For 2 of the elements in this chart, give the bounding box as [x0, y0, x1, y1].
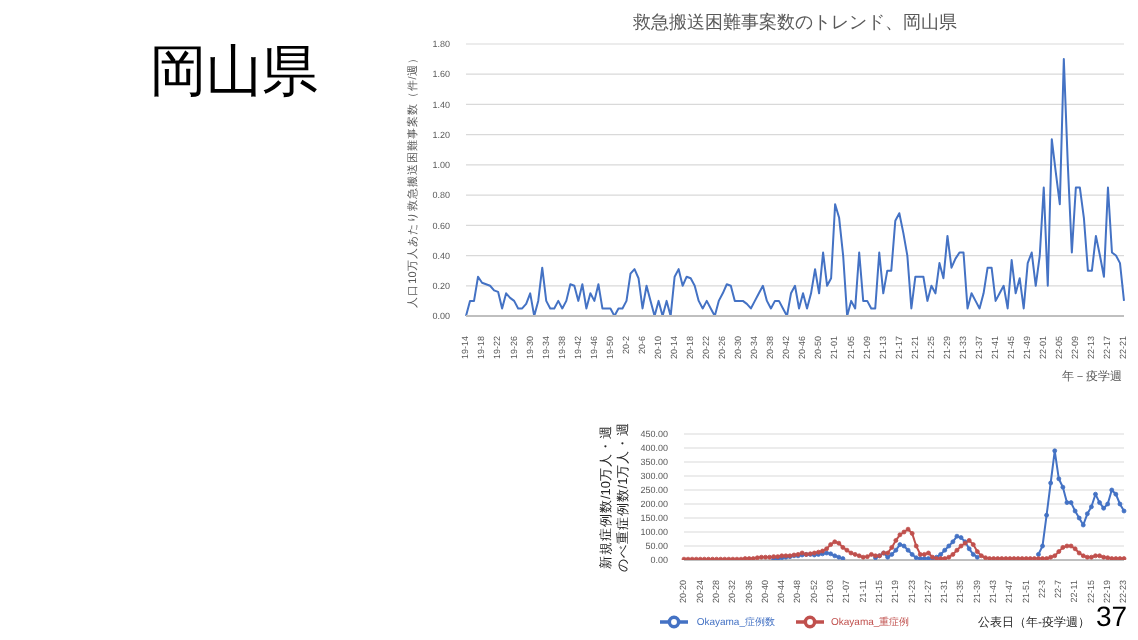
text: 岡山県 [150, 40, 318, 102]
chart-title: 救急搬送困難事案数のトレンド、岡山県 [631, 10, 959, 36]
